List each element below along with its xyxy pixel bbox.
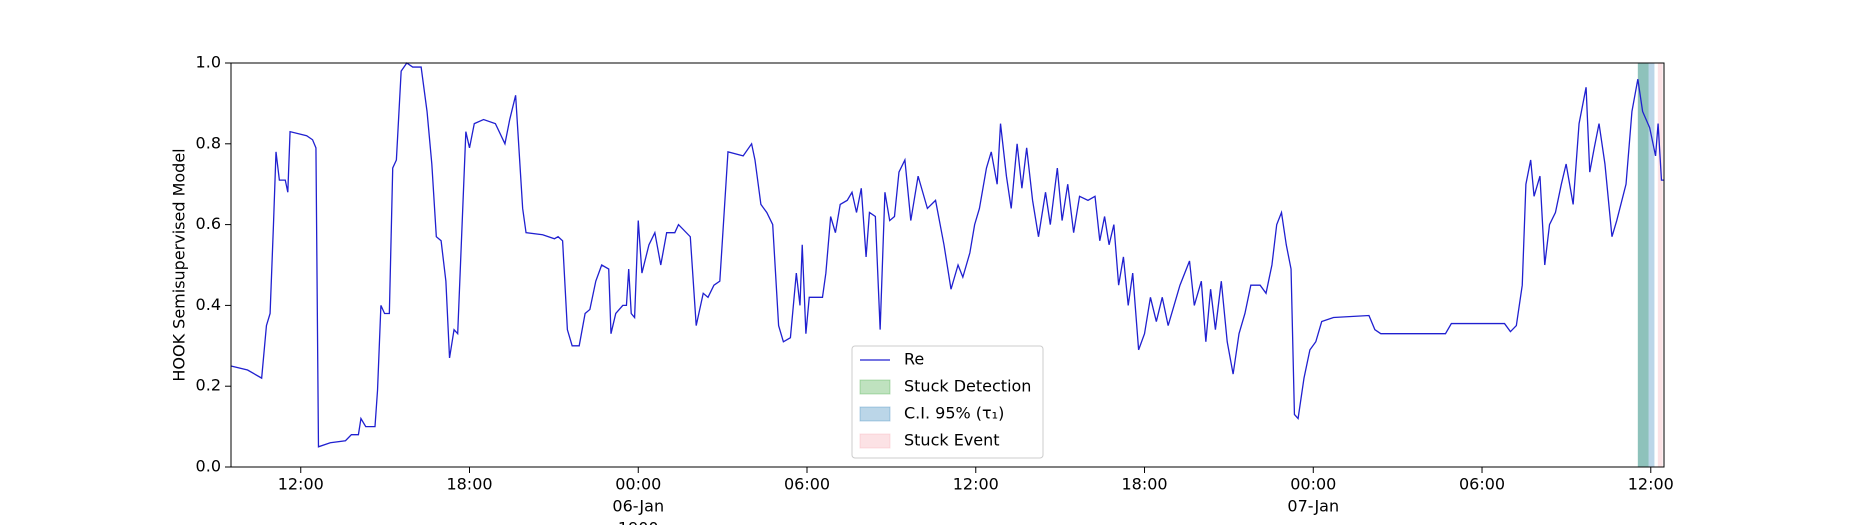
x-tick-label: 07-Jan <box>1287 497 1339 516</box>
plot-frame <box>230 62 1665 468</box>
legend-swatch <box>859 379 891 395</box>
span <box>1657 63 1663 467</box>
legend-label: Stuck Detection <box>904 377 1031 396</box>
legend-swatch <box>859 406 891 422</box>
span <box>1637 63 1649 467</box>
x-tick-label: 12:00 <box>278 475 324 494</box>
x-tick-label: 18:00 <box>446 475 492 494</box>
y-tick-label: 0.2 <box>196 376 221 395</box>
x-tick-label: 12:00 <box>1628 475 1674 494</box>
y-tick-label: 1.0 <box>196 53 221 72</box>
y-axis-label: HOOK Semisupervised Model <box>170 148 189 381</box>
y-tick-label: 0.8 <box>196 133 221 152</box>
span <box>1637 63 1655 467</box>
x-tick-label: 1900 <box>618 519 659 525</box>
legend <box>851 345 1044 459</box>
x-tick-label: 06:00 <box>1459 475 1505 494</box>
x-tick-label: 18:00 <box>1121 475 1167 494</box>
legend-label: Re <box>904 350 924 369</box>
x-tick-label: 00:00 <box>615 475 661 494</box>
y-tick-label: 0.4 <box>196 295 221 314</box>
legend-label: Stuck Event <box>904 431 1000 450</box>
y-tick-label: 0.0 <box>196 457 221 476</box>
y-tick-label: 0.6 <box>196 214 221 233</box>
x-tick-label: 00:00 <box>1290 475 1336 494</box>
x-tick-label: 06-Jan <box>612 497 664 516</box>
legend-swatch <box>859 433 891 449</box>
line <box>230 62 1664 448</box>
x-tick-label: 12:00 <box>953 475 999 494</box>
legend-label: C.I. 95% (τ₁) <box>904 404 1004 423</box>
x-tick-label: 06:00 <box>784 475 830 494</box>
